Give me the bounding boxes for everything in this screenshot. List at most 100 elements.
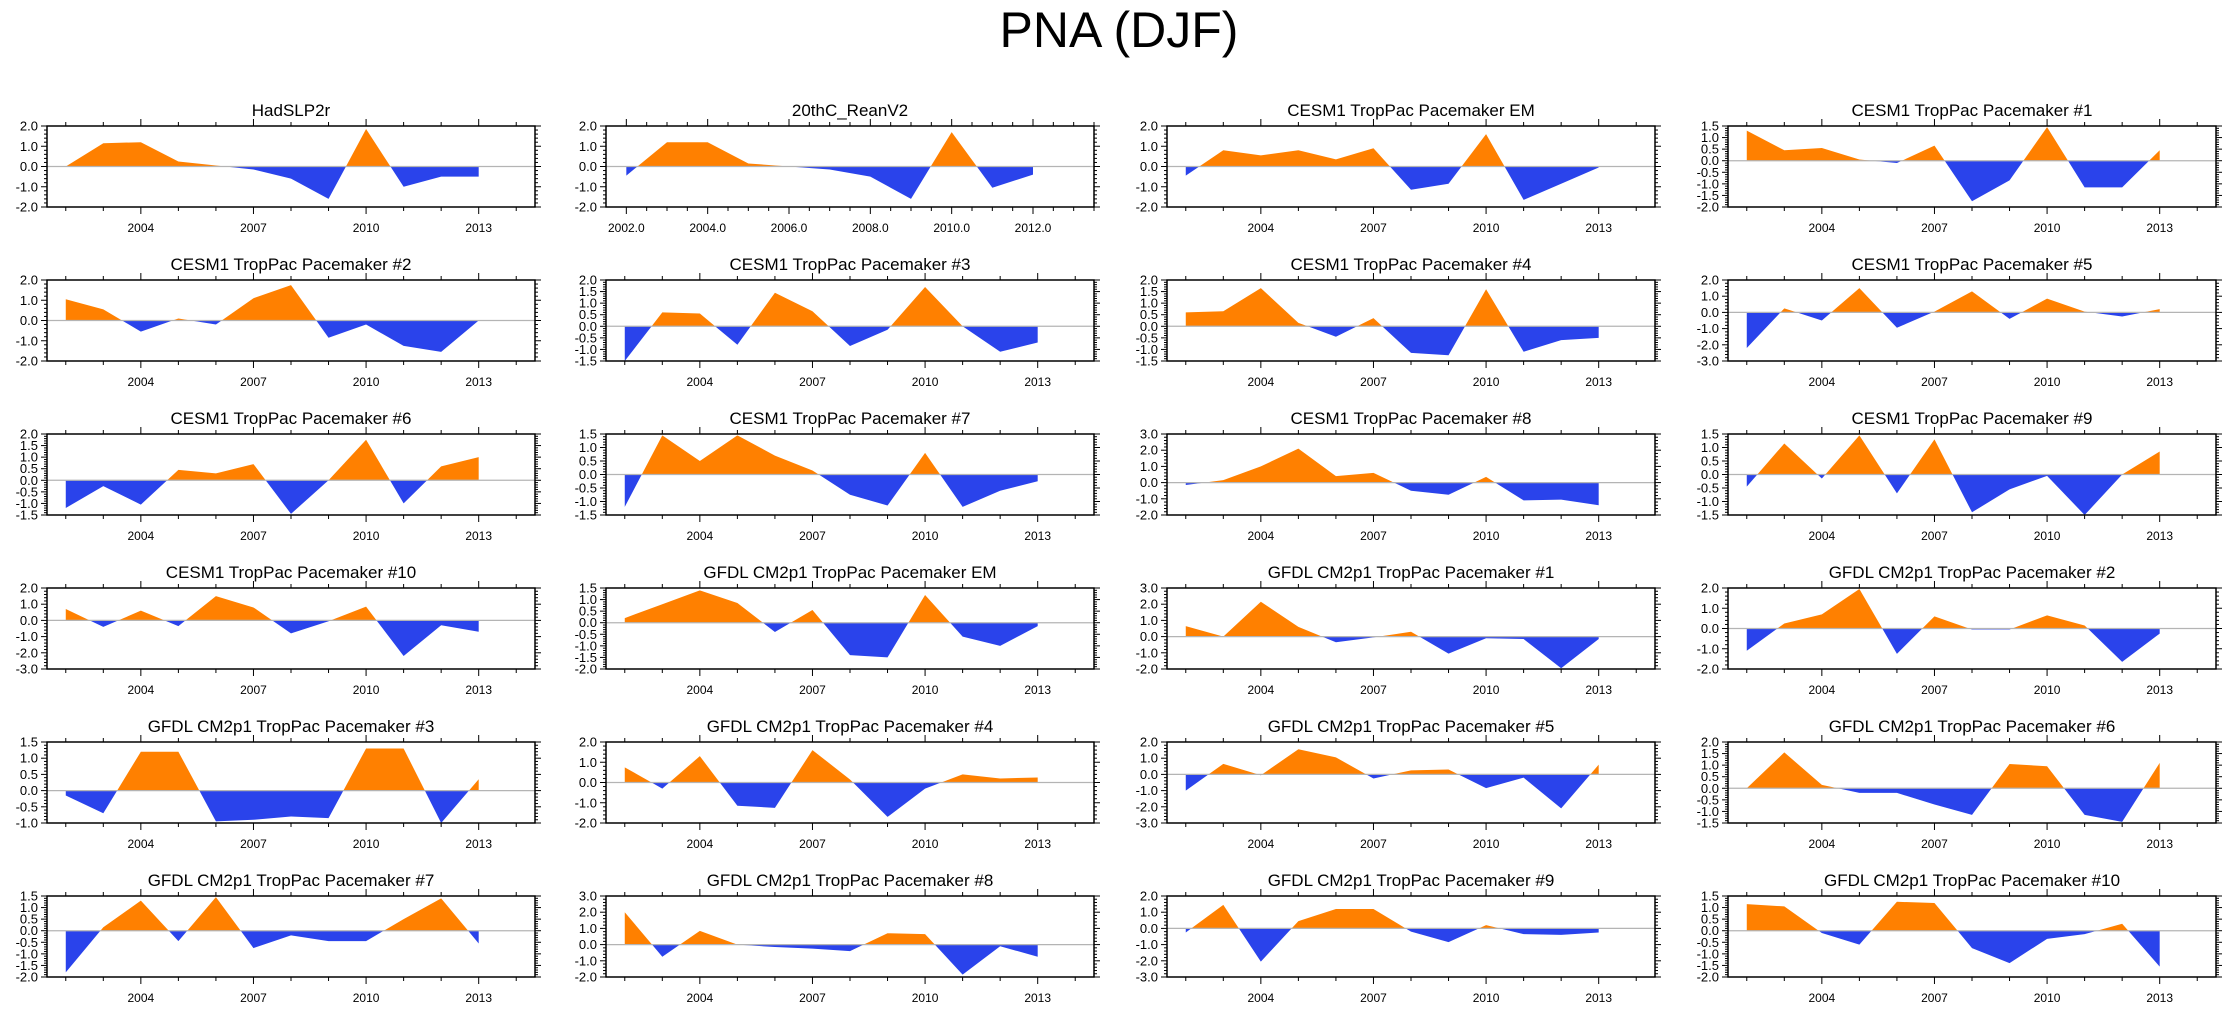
y-tick-label: -1.0 <box>575 494 597 509</box>
y-tick-label: 0.0 <box>1701 923 1719 938</box>
x-tick-label: 2013 <box>1024 837 1051 851</box>
chart-panel: CESM1 TropPac Pacemaker #1 2004 2007 2010 20… <box>1697 101 2222 235</box>
y-tick-label: 0.0 <box>1701 467 1719 482</box>
chart-panel: CESM1 TropPac Pacemaker #2 2004 2007 2010 20… <box>16 255 541 389</box>
x-tick-label: 2004 <box>127 529 154 543</box>
y-tick-label: -1.5 <box>1697 188 1719 203</box>
x-tick-label: 2010 <box>1473 221 1500 235</box>
x-tick-label: 2007 <box>799 529 826 543</box>
x-tick-label: 2004.0 <box>689 221 726 235</box>
y-tick-label: -0.5 <box>575 627 597 642</box>
x-tick-label: 2004 <box>686 375 713 389</box>
y-tick-label: -2.0 <box>1136 799 1158 814</box>
x-tick-label: 2004 <box>127 221 154 235</box>
y-tick-label: 2.0 <box>20 273 38 288</box>
y-tick-label: -1.0 <box>575 342 597 357</box>
negative-area <box>626 166 1033 199</box>
y-tick-label: -1.0 <box>1136 179 1158 194</box>
negative-area <box>624 782 1038 817</box>
panel-title: GFDL CM2p1 TropPac Pacemaker #5 <box>1268 717 1555 736</box>
x-tick-label: 2004 <box>127 837 154 851</box>
positive-area <box>1208 749 1599 775</box>
y-tick-label: 1.0 <box>1140 751 1158 766</box>
panel-title: CESM1 TropPac Pacemaker #2 <box>171 255 412 274</box>
y-tick-label: 1.5 <box>1701 119 1719 134</box>
chart-panel: GFDL CM2p1 TropPac Pacemaker EM 2004 2007 2… <box>575 563 1100 697</box>
x-tick-label: 2007 <box>1360 683 1387 697</box>
y-tick-label: -1.5 <box>1697 816 1719 831</box>
x-tick-label: 2013 <box>465 837 492 851</box>
chart-panel: GFDL CM2p1 TropPac Pacemaker #8 2004 2007 2… <box>575 871 1100 1005</box>
positive-area <box>624 435 1038 475</box>
y-tick-label: 0.5 <box>20 912 38 927</box>
y-tick-label: 1.0 <box>579 139 597 154</box>
chart-panel: CESM1 TropPac Pacemaker #4 2004 2007 2010 20… <box>1136 255 1661 389</box>
x-tick-label: 2007 <box>1360 221 1387 235</box>
y-tick-label: -1.0 <box>16 333 38 348</box>
panel-title: CESM1 TropPac Pacemaker #5 <box>1852 255 2093 274</box>
x-tick-label: 2007 <box>240 991 267 1005</box>
x-tick-label: 2010 <box>353 991 380 1005</box>
x-tick-label: 2007 <box>1921 221 1948 235</box>
x-tick-label: 2010 <box>353 837 380 851</box>
y-tick-label: 1.5 <box>1701 889 1719 904</box>
y-tick-label: -1.5 <box>575 354 597 369</box>
y-tick-label: 2.0 <box>579 905 597 920</box>
x-tick-label: 2004 <box>1247 683 1274 697</box>
x-tick-label: 2004 <box>1247 837 1274 851</box>
x-tick-label: 2004 <box>686 991 713 1005</box>
x-tick-label: 2007 <box>240 837 267 851</box>
y-tick-label: 0.0 <box>1140 629 1158 644</box>
x-tick-label: 2007 <box>240 375 267 389</box>
negative-area <box>65 930 479 973</box>
chart-panel: CESM1 TropPac Pacemaker #10 2004 2007 2010 2… <box>16 563 541 697</box>
y-tick-label: -0.5 <box>1697 792 1719 807</box>
y-tick-label: -1.0 <box>16 946 38 961</box>
negative-area <box>65 320 479 352</box>
y-tick-label: -0.5 <box>1697 165 1719 180</box>
x-tick-label: 2004 <box>1808 837 1835 851</box>
x-tick-label: 2004 <box>686 529 713 543</box>
y-tick-label: 1.0 <box>20 293 38 308</box>
x-tick-label: 2010 <box>912 991 939 1005</box>
y-tick-label: 1.0 <box>20 751 38 766</box>
x-tick-label: 2013 <box>1585 683 1612 697</box>
x-tick-label: 2013 <box>1024 683 1051 697</box>
y-tick-label: -3.0 <box>1697 354 1719 369</box>
y-tick-label: 2.0 <box>1701 581 1719 596</box>
positive-area <box>65 596 377 621</box>
y-tick-label: -1.0 <box>16 496 38 511</box>
y-tick-label: 1.0 <box>20 450 38 465</box>
y-tick-label: -2.0 <box>1697 200 1719 215</box>
y-tick-label: -1.0 <box>1136 491 1158 506</box>
y-tick-label: -1.5 <box>1697 508 1719 523</box>
panel-title: CESM1 TropPac Pacemaker #4 <box>1291 255 1532 274</box>
y-tick-label: -1.0 <box>16 179 38 194</box>
plot-frame <box>46 895 536 978</box>
negative-area <box>65 620 479 657</box>
y-tick-label: 0.0 <box>579 937 597 952</box>
positive-area <box>1185 134 1599 167</box>
y-tick-label: 1.0 <box>579 296 597 311</box>
y-tick-label: 3.0 <box>1140 581 1158 596</box>
panel-title: CESM1 TropPac Pacemaker #1 <box>1852 101 2093 120</box>
y-tick-label: 1.0 <box>20 139 38 154</box>
y-tick-label: 1.0 <box>579 921 597 936</box>
x-tick-label: 2007 <box>799 991 826 1005</box>
y-tick-label: 2.0 <box>20 581 38 596</box>
panel-title: GFDL CM2p1 TropPac Pacemaker #6 <box>1829 717 2116 736</box>
chart-panel: CESM1 TropPac Pacemaker #9 2004 2007 2010 20… <box>1697 409 2222 543</box>
chart-panel: 20thC_ReanV2 2002.0 2004.0 2006.0 2008.0 2010… <box>575 101 1100 235</box>
positive-area <box>1746 589 2160 629</box>
x-tick-label: 2002.0 <box>608 221 645 235</box>
x-tick-label: 2013 <box>2146 375 2173 389</box>
x-tick-label: 2013 <box>1585 837 1612 851</box>
y-tick-label: 1.5 <box>20 735 38 750</box>
negative-area <box>1746 628 2160 662</box>
y-tick-label: 1.5 <box>20 889 38 904</box>
plot-frame <box>605 895 1095 978</box>
y-tick-label: 1.0 <box>1701 601 1719 616</box>
x-tick-label: 2010 <box>1473 837 1500 851</box>
negative-area <box>65 790 479 823</box>
